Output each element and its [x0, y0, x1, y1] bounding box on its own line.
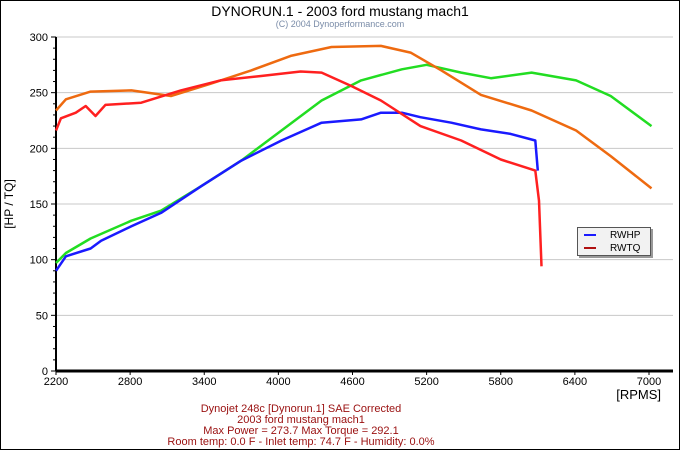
series-line-overlay-3 — [55, 44, 653, 190]
legend-label: RWHP — [610, 229, 641, 241]
y-tick-label: 0 — [42, 366, 48, 378]
footer-line-2: 2003 ford mustang mach1 — [237, 414, 365, 426]
series-line-overlay-2 — [55, 63, 653, 264]
y-tick-label: 150 — [30, 199, 48, 211]
y-tick-label: 50 — [36, 310, 48, 322]
legend-item-rwtq: RWTQ — [578, 242, 650, 254]
x-tick-label: 4600 — [340, 376, 364, 388]
x-tick-label: 5200 — [414, 376, 438, 388]
x-tick-label: 7000 — [637, 376, 661, 388]
chart-title: DYNORUN.1 - 2003 ford mustang mach1 — [211, 3, 469, 19]
legend-swatch — [584, 247, 596, 249]
footer-line-1: Dynojet 248c [Dynorun.1] SAE Corrected — [200, 403, 402, 415]
series-line-rwtq — [54, 70, 543, 267]
legend: RWHP RWTQ — [577, 227, 651, 256]
x-tick-label: 2200 — [44, 376, 68, 388]
y-tick-label: 300 — [30, 32, 48, 44]
legend-label: RWTQ — [610, 242, 641, 254]
x-axis-label: [RPMS] — [616, 387, 661, 402]
x-tick-label: 4000 — [266, 376, 290, 388]
legend-item-rwhp: RWHP — [578, 229, 650, 241]
y-tick-label: 250 — [30, 88, 48, 100]
footer-line-3: Max Power = 273.7 Max Torque = 292.1 — [203, 425, 399, 437]
x-tick-label: 2800 — [118, 376, 142, 388]
y-tick-label: 100 — [30, 255, 48, 267]
x-tick-label: 6400 — [563, 376, 587, 388]
series-line-rwhp — [54, 111, 540, 272]
y-tick-label: 200 — [30, 143, 48, 155]
legend-swatch — [584, 234, 596, 236]
y-axis-label: [HP / TQ] — [2, 179, 16, 229]
x-tick-label: 3400 — [192, 376, 216, 388]
copyright-text: (C) 2004 Dynoperformance.com — [275, 19, 405, 29]
footer-line-4: Room temp: 0.0 F - Inlet temp: 74.7 F - … — [167, 436, 435, 448]
x-tick-label: 5800 — [489, 376, 513, 388]
